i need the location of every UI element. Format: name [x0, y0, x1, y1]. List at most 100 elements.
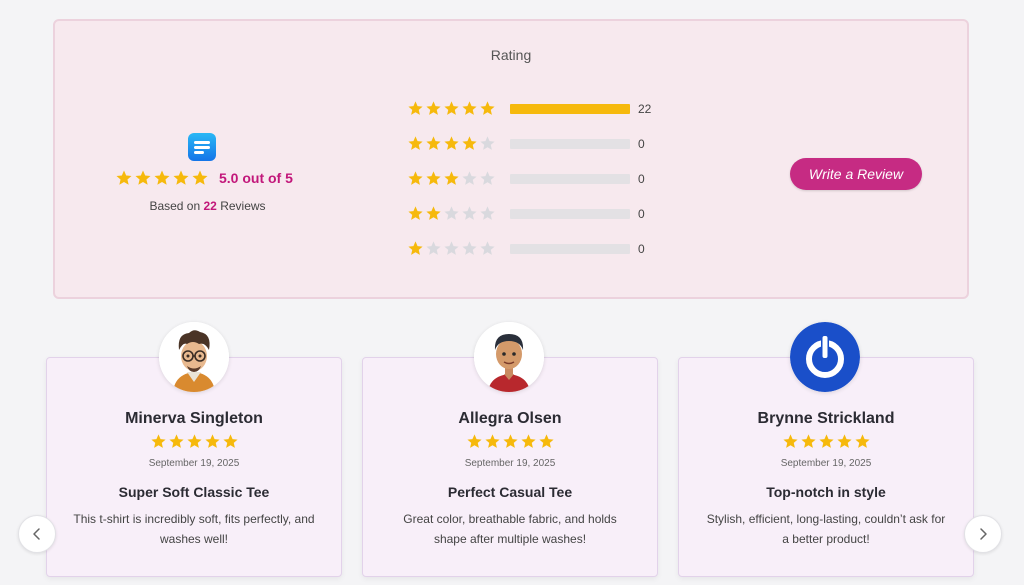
star-filled-icon — [520, 433, 537, 450]
reviewer-name: Allegra Olsen — [458, 410, 562, 427]
review-text: Great color, breathable fabric, and hold… — [403, 512, 617, 546]
rating-breakdown-row: 0 — [407, 196, 677, 231]
review-date: September 19, 2025 — [780, 458, 872, 469]
reviewer-name: Brynne Strickland — [757, 410, 895, 427]
breakdown-stars — [407, 135, 496, 152]
based-prefix: Based on — [149, 199, 201, 213]
rating-bar — [510, 173, 630, 184]
rating-bar — [510, 208, 630, 219]
star-empty-icon — [425, 240, 442, 257]
review-count-text: Based on 22 Reviews — [95, 199, 320, 213]
breakdown-stars — [407, 205, 496, 222]
review-text: This t-shirt is incredibly soft, fits pe… — [73, 512, 315, 546]
rating-bar-count: 0 — [638, 136, 645, 151]
chevron-left-icon — [33, 528, 40, 540]
review-card: Minerva Singleton September 19, 2025 Sup… — [46, 357, 342, 577]
write-review-button[interactable]: Write a Review — [790, 158, 922, 190]
review-date: September 19, 2025 — [148, 458, 240, 469]
reviewer-avatar-cartoon-man-icon — [159, 322, 229, 392]
star-filled-icon — [425, 135, 442, 152]
star-filled-icon — [443, 100, 460, 117]
reviewer-name: Minerva Singleton — [125, 410, 263, 427]
rating-breakdown-row: 22 — [407, 91, 677, 126]
star-empty-icon — [479, 135, 496, 152]
overall-stars — [115, 169, 209, 187]
star-filled-icon — [502, 433, 519, 450]
review-text: Stylish, efficient, long-lasting, couldn… — [706, 512, 946, 546]
review-date: September 19, 2025 — [464, 458, 556, 469]
rating-heading: Rating — [490, 47, 532, 63]
rating-breakdown-row: 0 — [407, 161, 677, 196]
review-card: Allegra Olsen September 19, 2025 Perfect… — [362, 357, 658, 577]
carousel-prev-button[interactable] — [18, 515, 56, 553]
review-stars — [47, 433, 341, 450]
star-filled-icon — [443, 135, 460, 152]
star-filled-icon — [800, 433, 817, 450]
star-filled-icon — [407, 170, 424, 187]
rating-bar-count: 22 — [638, 101, 652, 116]
star-empty-icon — [443, 240, 460, 257]
review-stars — [679, 433, 973, 450]
star-filled-icon — [186, 433, 203, 450]
reviewer-avatar-power-logo-icon — [790, 322, 860, 392]
carousel-next-button[interactable] — [964, 515, 1002, 553]
star-filled-icon — [782, 433, 799, 450]
star-filled-icon — [172, 169, 190, 187]
breakdown-stars — [407, 240, 496, 257]
star-filled-icon — [407, 135, 424, 152]
star-filled-icon — [204, 433, 221, 450]
rating-bar — [510, 138, 630, 149]
star-filled-icon — [222, 433, 239, 450]
overall-score: 5.0 out of 5 — [219, 170, 293, 186]
review-card: Brynne Strickland September 19, 2025 Top… — [678, 357, 974, 577]
star-filled-icon — [168, 433, 185, 450]
star-empty-icon — [443, 205, 460, 222]
star-filled-icon — [115, 169, 133, 187]
star-filled-icon — [407, 100, 424, 117]
review-title: Super Soft Classic Tee — [118, 484, 270, 500]
star-filled-icon — [443, 170, 460, 187]
review-stars — [363, 433, 657, 450]
star-filled-icon — [484, 433, 501, 450]
chevron-right-icon — [980, 528, 987, 540]
star-filled-icon — [466, 433, 483, 450]
star-empty-icon — [461, 240, 478, 257]
star-filled-icon — [153, 169, 171, 187]
rating-bar-count: 0 — [638, 171, 645, 186]
star-filled-icon — [407, 205, 424, 222]
star-filled-icon — [134, 169, 152, 187]
breakdown-stars — [407, 100, 496, 117]
star-empty-icon — [479, 205, 496, 222]
star-filled-icon — [461, 135, 478, 152]
star-filled-icon — [191, 169, 209, 187]
star-filled-icon — [461, 100, 478, 117]
star-filled-icon — [150, 433, 167, 450]
star-filled-icon — [425, 100, 442, 117]
rating-bar-count: 0 — [638, 241, 645, 256]
rating-breakdown-row: 0 — [407, 231, 677, 266]
based-suffix: Reviews — [220, 199, 266, 213]
rating-bar — [510, 243, 630, 254]
star-empty-icon — [479, 170, 496, 187]
star-filled-icon — [407, 240, 424, 257]
rating-bar-fill — [510, 103, 630, 114]
star-filled-icon — [425, 170, 442, 187]
rating-breakdown: 22 0 0 0 0 — [407, 91, 677, 266]
star-filled-icon — [818, 433, 835, 450]
star-empty-icon — [479, 240, 496, 257]
breakdown-stars — [407, 170, 496, 187]
star-filled-icon — [425, 205, 442, 222]
brand-logo-icon — [188, 133, 216, 161]
rating-bar-count: 0 — [638, 206, 645, 221]
rating-summary-panel: Rating 5.0 out of 5 Based on 22 Reviews … — [53, 19, 969, 299]
rating-bar — [510, 103, 630, 114]
star-empty-icon — [461, 205, 478, 222]
star-filled-icon — [854, 433, 871, 450]
rating-breakdown-row: 0 — [407, 126, 677, 161]
star-empty-icon — [461, 170, 478, 187]
review-title: Top-notch in style — [766, 484, 886, 500]
star-filled-icon — [836, 433, 853, 450]
star-filled-icon — [538, 433, 555, 450]
reviewer-avatar-cartoon-boy-icon — [474, 322, 544, 392]
review-title: Perfect Casual Tee — [447, 484, 573, 500]
